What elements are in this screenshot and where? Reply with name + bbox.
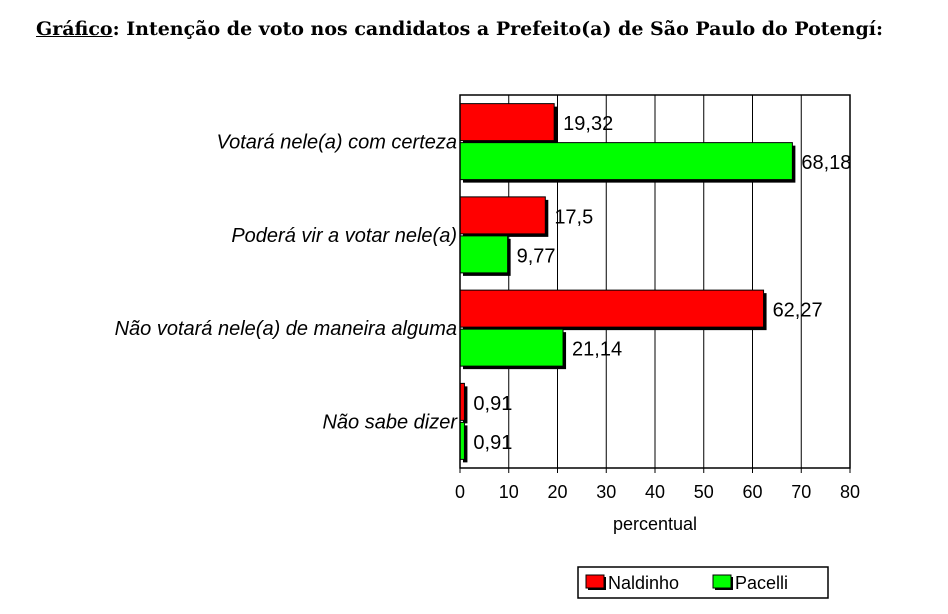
x-tick-label: 70 [791, 482, 811, 502]
bar-shadow [463, 425, 468, 463]
data-label: 0,91 [473, 432, 512, 454]
bar-pacelli [459, 235, 509, 274]
x-tick-label: 10 [499, 482, 519, 502]
x-tick-label: 30 [596, 482, 616, 502]
legend-label-pacelli: Pacelli [735, 573, 788, 593]
bar-naldinho [459, 103, 555, 142]
category-label: Poderá vir a votar nele(a) [231, 225, 457, 247]
category-label: Votará nele(a) com certeza [217, 132, 457, 154]
chart-title: Gráfico: Intenção de voto nos candidatos… [36, 18, 883, 40]
x-tick-label: 20 [547, 482, 567, 502]
category-label: Não votará nele(a) de maneira alguma [115, 318, 457, 340]
data-label: 21,14 [572, 339, 622, 361]
bar-naldinho [459, 289, 765, 328]
data-label: 68,18 [801, 152, 851, 174]
data-label: 0,91 [473, 393, 512, 415]
x-tick-label: 60 [742, 482, 762, 502]
x-axis-label: percentual [613, 514, 697, 534]
data-labels: 19,32 68,18 17,5 9,77 62,27 21,14 0,91 0,91 [473, 113, 851, 454]
data-label: 19,32 [563, 113, 613, 135]
x-axis-ticks: 0 10 20 30 40 50 60 70 80 [455, 468, 860, 502]
x-tick-label: 40 [645, 482, 665, 502]
category-labels: Votará nele(a) com certeza Poderá vir a v… [115, 132, 459, 434]
bar-pacelli [459, 142, 793, 181]
legend-label-naldinho: Naldinho [608, 573, 679, 593]
legend: Naldinho Pacelli [577, 566, 829, 599]
bars-group [459, 103, 796, 463]
x-tick-label: 50 [694, 482, 714, 502]
legend-swatch-naldinho [585, 574, 605, 589]
x-tick-label: 80 [840, 482, 860, 502]
bar-shadow [463, 386, 468, 424]
category-label: Não sabe dizer [322, 411, 458, 433]
data-label: 17,5 [554, 206, 593, 228]
data-label: 9,77 [517, 245, 556, 267]
bar-pacelli [459, 328, 564, 367]
legend-swatch-pacelli [712, 574, 732, 589]
bar-naldinho [459, 196, 546, 235]
data-label: 62,27 [773, 300, 823, 322]
legend-box [577, 566, 829, 599]
x-tick-label: 0 [455, 482, 465, 502]
chart-title-label: Gráfico [36, 18, 113, 40]
chart-title-text: : Intenção de voto nos candidatos a Pref… [112, 18, 883, 40]
